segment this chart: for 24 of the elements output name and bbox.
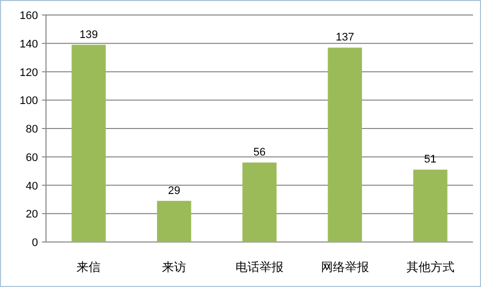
- y-tick-label: 140: [20, 38, 38, 50]
- y-tick-label: 160: [20, 10, 38, 22]
- data-label: 137: [336, 32, 354, 44]
- x-tick-label: 网络举报: [320, 260, 369, 274]
- bar: [72, 44, 106, 242]
- data-label: 29: [168, 184, 180, 197]
- y-tick-label: 60: [26, 152, 38, 164]
- x-tick-label: 来访: [162, 260, 186, 274]
- x-tick-label: 来信: [76, 260, 101, 274]
- y-tick-label: 120: [20, 66, 38, 79]
- y-tick-label: 20: [26, 208, 38, 221]
- y-tick-label: 0: [32, 237, 38, 249]
- y-tick-label: 80: [26, 124, 38, 136]
- bar: [413, 170, 448, 242]
- bar: [157, 200, 192, 242]
- data-label: 56: [253, 146, 266, 159]
- y-tick-label: 40: [26, 180, 38, 192]
- data-label: 51: [424, 154, 436, 166]
- bar: [328, 48, 362, 242]
- x-tick-label: 电话举报: [236, 260, 284, 274]
- data-label: 139: [80, 28, 98, 41]
- x-tick-label: 其他方式: [406, 260, 454, 274]
- y-tick-label: 100: [20, 95, 38, 108]
- bar: [242, 162, 277, 242]
